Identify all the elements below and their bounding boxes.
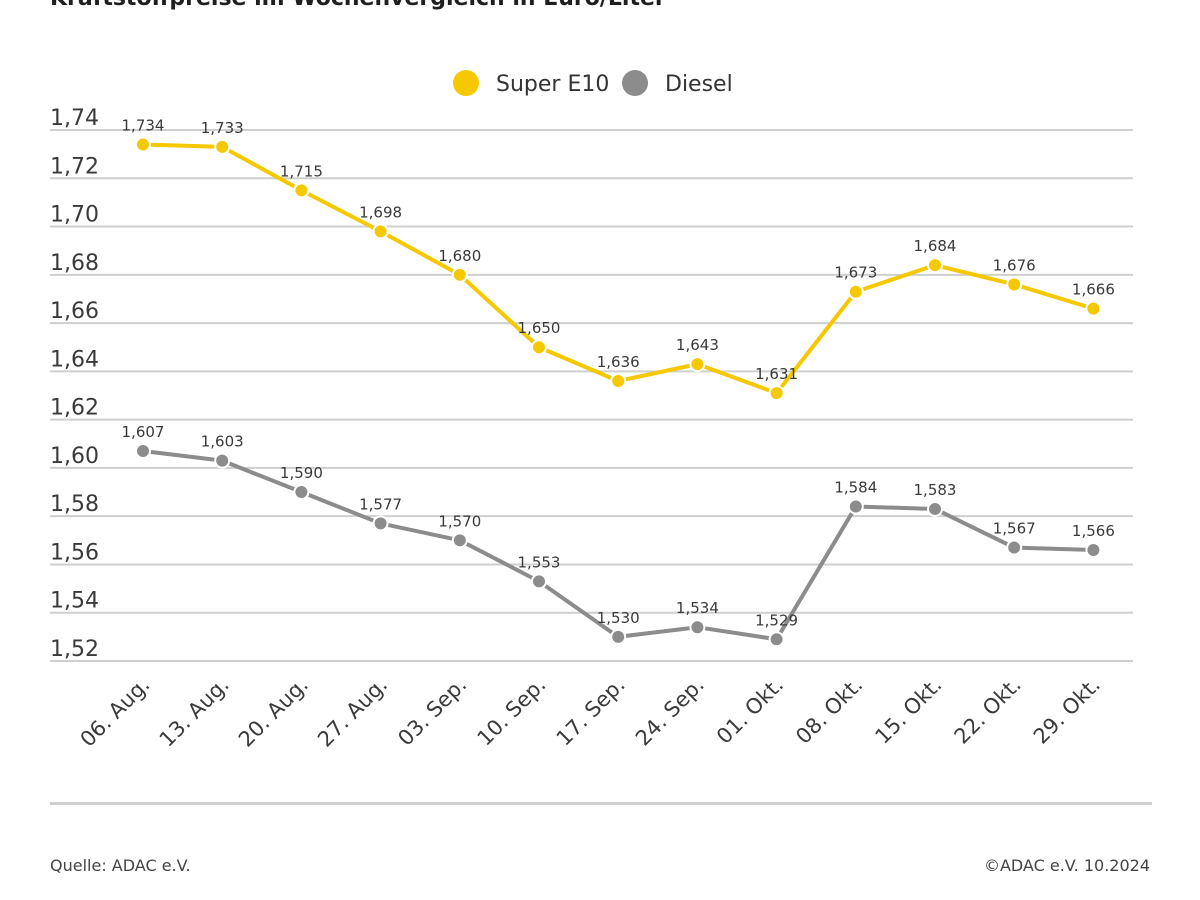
x-tick-label: 20. Aug.: [234, 673, 313, 752]
x-tick-label: 27. Aug.: [313, 673, 392, 752]
y-tick-label: 1,58: [50, 492, 99, 517]
legend-label: Diesel: [665, 72, 733, 97]
y-tick-label: 1,52: [50, 637, 99, 662]
x-tick-label: 29. Okt.: [1029, 673, 1105, 749]
x-tick-label: 03. Sep.: [393, 673, 471, 751]
x-tick-label: 10. Sep.: [473, 673, 551, 751]
x-tick-label: 24. Sep.: [631, 673, 709, 751]
data-point: [1085, 300, 1102, 317]
data-label: 1,577: [359, 495, 402, 513]
y-tick-label: 1,56: [50, 540, 99, 565]
footer-divider: [50, 802, 1152, 805]
data-label: 1,715: [280, 162, 323, 180]
data-label: 1,684: [914, 237, 957, 255]
line-chart: 1,74 1,72 1,70 1,68 1,66 1,64 1,62 1,60 1,58 1,56…: [50, 70, 1133, 752]
data-label: 1,673: [834, 264, 877, 282]
data-label: 1,698: [359, 203, 402, 221]
data-point: [847, 283, 864, 300]
data-point: [135, 443, 151, 460]
y-tick-label: 1,54: [50, 589, 99, 614]
data-label: 1,680: [438, 247, 481, 265]
data-point: [689, 619, 706, 636]
x-tick-label: 06. Aug.: [76, 673, 155, 752]
data-point: [927, 257, 943, 274]
y-tick-label: 1,72: [50, 154, 99, 179]
data-point: [372, 223, 389, 240]
data-label: 1,590: [280, 464, 323, 482]
source-text: Quelle: ADAC e.V.: [50, 856, 191, 875]
x-tick-label: 15. Okt.: [870, 673, 946, 749]
y-tick-label: 1,74: [50, 106, 99, 131]
data-label: 1,583: [914, 481, 957, 499]
data-point: [451, 532, 468, 549]
x-tick-label: 22. Okt.: [950, 673, 1026, 749]
data-point: [293, 484, 310, 501]
data-label: 1,676: [993, 256, 1036, 274]
data-point: [372, 515, 389, 532]
x-tick-label: 13. Aug.: [155, 673, 234, 752]
data-point: [531, 339, 547, 356]
data-point: [1085, 541, 1102, 558]
data-label: 1,734: [122, 116, 165, 134]
legend-marker: [453, 70, 479, 96]
data-label: 1,534: [676, 599, 719, 617]
data-label: 1,607: [122, 423, 165, 441]
legend-label: Super E10: [496, 72, 609, 97]
data-label: 1,567: [993, 520, 1036, 538]
data-label: 1,570: [438, 512, 481, 530]
data-point: [689, 356, 706, 373]
data-label: 1,643: [676, 336, 719, 354]
data-label: 1,603: [201, 433, 244, 451]
y-tick-label: 1,62: [50, 396, 99, 421]
data-point: [610, 373, 627, 390]
y-tick-label: 1,66: [50, 299, 99, 324]
data-label: 1,666: [1072, 281, 1115, 299]
x-tick-label: 08. Okt.: [791, 673, 867, 749]
chart-title: Kraftstoffpreise im Wochenvergleich in E…: [50, 0, 666, 11]
data-point: [531, 573, 547, 590]
y-tick-label: 1,68: [50, 251, 99, 276]
data-label: 1,566: [1072, 522, 1115, 540]
data-point: [768, 385, 785, 402]
data-point: [135, 136, 151, 153]
data-label: 1,631: [755, 365, 798, 383]
data-point: [1006, 276, 1023, 293]
x-tick-label: 17. Sep.: [552, 673, 630, 751]
data-point: [1006, 539, 1023, 556]
data-label: 1,733: [201, 119, 244, 137]
data-point: [768, 631, 785, 648]
data-label: 1,529: [755, 611, 798, 629]
y-tick-label: 1,64: [50, 347, 99, 372]
data-label: 1,636: [597, 353, 640, 371]
copyright-text: ©ADAC e.V. 10.2024: [983, 856, 1150, 875]
x-tick-label: 01. Okt.: [712, 673, 788, 749]
legend-marker: [622, 70, 648, 96]
data-point: [847, 498, 864, 515]
data-point: [451, 266, 468, 283]
data-point: [293, 182, 310, 199]
data-point: [214, 452, 231, 469]
data-label: 1,650: [518, 319, 561, 337]
data-label: 1,584: [834, 479, 877, 497]
data-label: 1,553: [518, 553, 561, 571]
data-point: [214, 138, 231, 155]
data-point: [610, 628, 627, 645]
y-tick-label: 1,60: [50, 444, 99, 469]
data-point: [927, 500, 943, 517]
data-label: 1,530: [597, 609, 640, 627]
y-tick-label: 1,70: [50, 203, 99, 228]
